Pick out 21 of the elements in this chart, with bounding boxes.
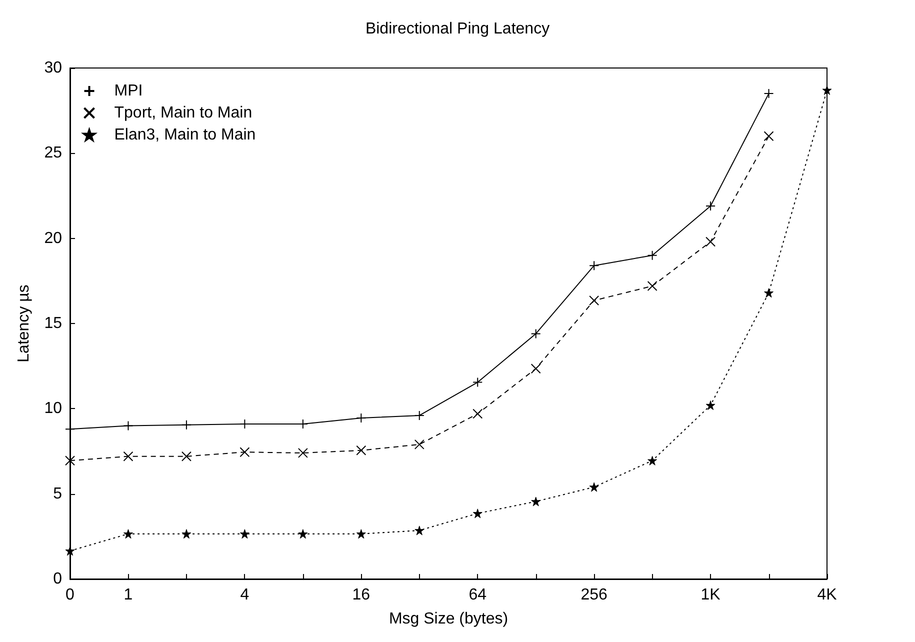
x-tick-label: 0	[66, 586, 75, 604]
x-tick-label: 1K	[700, 586, 721, 604]
legend-label: Tport, Main to Main	[114, 104, 252, 122]
x-tick-label: 4K	[817, 586, 838, 604]
y-axis-title: Latency µs	[16, 284, 32, 362]
y-tick-label: 25	[44, 144, 62, 162]
x-tick-label: 1	[124, 586, 133, 604]
y-tick-label: 0	[53, 570, 62, 588]
x-tick-label: 4	[240, 586, 250, 604]
x-tick-label: 64	[468, 586, 487, 604]
chart-title: Bidirectional Ping Latency	[365, 20, 550, 38]
legend-label: Elan3, Main to Main	[114, 126, 256, 144]
y-tick-label: 15	[44, 315, 62, 332]
legend-label: MPI	[114, 82, 143, 100]
y-tick-label: 30	[44, 60, 62, 76]
x-tick-label: 16	[352, 586, 370, 604]
x-axis-title: Msg Size (bytes)	[388, 610, 508, 628]
y-tick-label: 20	[44, 230, 62, 247]
x-tick-label: 256	[580, 586, 608, 604]
y-tick-label: 5	[53, 485, 62, 502]
y-tick-label: 10	[44, 400, 62, 418]
